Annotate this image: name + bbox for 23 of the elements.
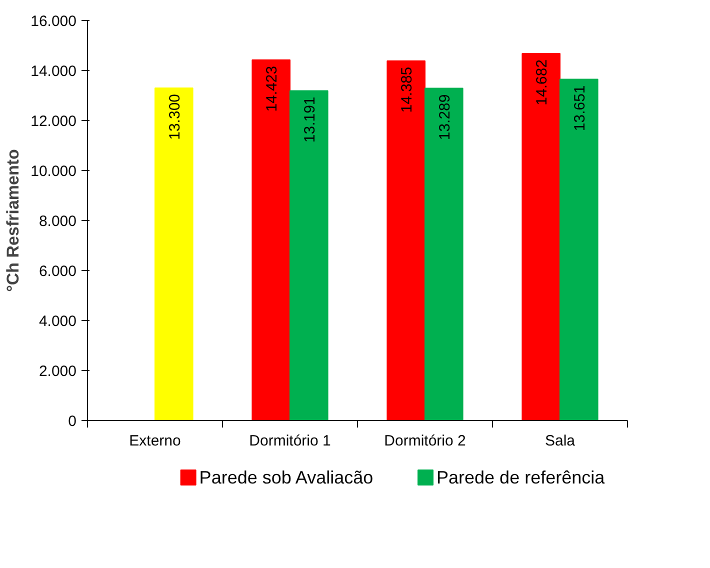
y-tick-label: 12.000 <box>30 113 77 130</box>
data-label: 13.651 <box>571 85 588 132</box>
y-tick-label: 2.000 <box>38 363 77 380</box>
x-tick-label: Sala <box>544 432 576 450</box>
data-label: 13.300 <box>166 94 184 140</box>
y-tick-label: 14.000 <box>30 63 77 80</box>
data-label: 14.385 <box>398 66 416 113</box>
y-tick-label: 10.000 <box>30 163 77 180</box>
data-label: 14.423 <box>264 66 281 112</box>
data-label: 14.682 <box>534 59 551 106</box>
y-tick-label: 16.000 <box>30 13 77 30</box>
y-tick-label: 8.000 <box>38 213 77 230</box>
data-label: 13.191 <box>301 96 318 143</box>
y-tick-label: 0 <box>68 413 76 430</box>
x-tick-label: Dormitório 2 <box>384 432 466 450</box>
y-axis-title: °Ch Resfriamento <box>4 149 23 292</box>
legend-label: Parede sob Avaliacão <box>199 468 374 488</box>
data-label: 13.289 <box>436 94 454 140</box>
y-tick-label: 6.000 <box>38 263 77 280</box>
legend-label: Parede de referência <box>436 468 606 488</box>
x-tick-label: Dormitório 1 <box>249 432 331 450</box>
y-tick-label: 4.000 <box>38 313 77 330</box>
x-tick-label: Externo <box>129 432 181 450</box>
